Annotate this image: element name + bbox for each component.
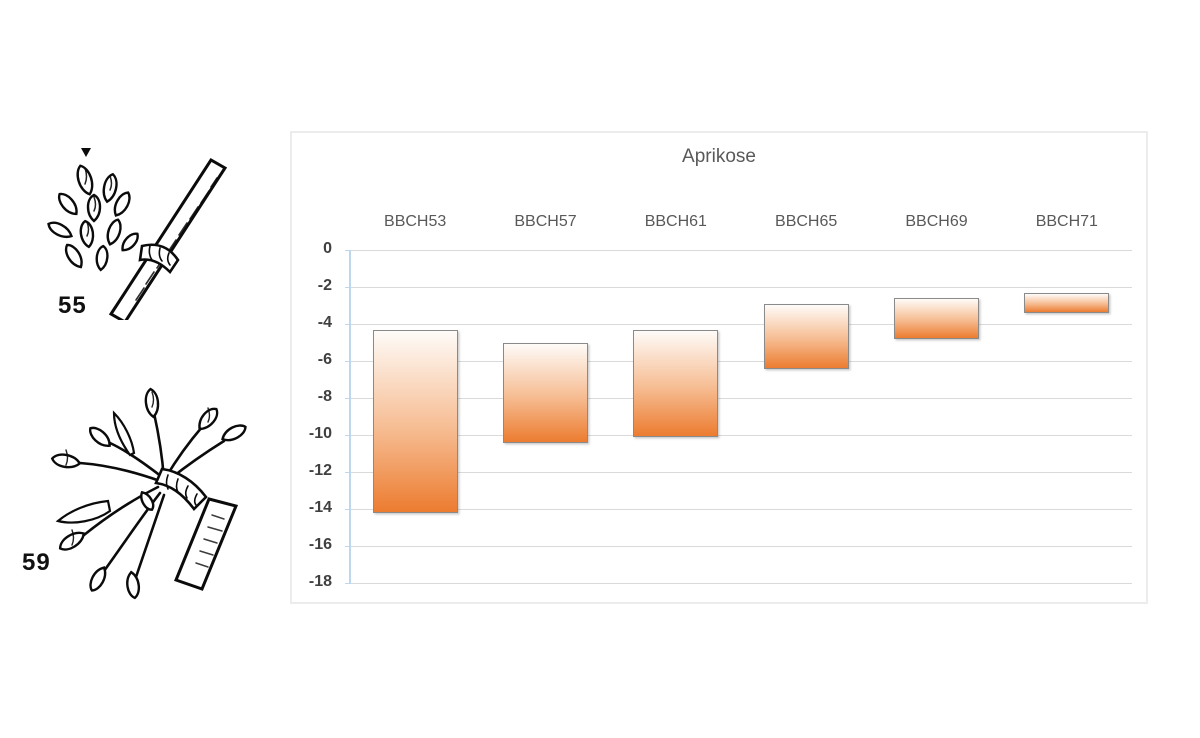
bar-bbch61 bbox=[633, 329, 719, 438]
category-label-bbch53: BBCH53 bbox=[384, 213, 447, 230]
gridline-0 bbox=[350, 249, 1132, 251]
category-label-bbch65: BBCH65 bbox=[775, 213, 838, 230]
figure-label-55: 55 bbox=[58, 292, 87, 319]
gridline--16 bbox=[350, 545, 1132, 547]
bar-bbch69 bbox=[894, 298, 979, 339]
branch-shape bbox=[174, 497, 239, 591]
bud-cluster-55-illustration bbox=[47, 148, 228, 320]
bar-bbch53 bbox=[372, 329, 458, 513]
gridline--10 bbox=[350, 434, 1132, 436]
gridline--4 bbox=[350, 323, 1132, 325]
figure-label-59: 59 bbox=[22, 549, 51, 576]
chart-panel: Aprikose 0 -2 -4 -6 -8 -10 -12 -14 -16 -18 BBCH53 B… bbox=[290, 131, 1148, 604]
y-axis-tick--6 bbox=[345, 360, 350, 362]
bud-cluster-59-illustration bbox=[50, 387, 247, 600]
y-tick-label--12: -12 bbox=[308, 462, 332, 480]
y-tick-label--2: -2 bbox=[317, 277, 332, 295]
y-axis-tick-0 bbox=[345, 249, 350, 251]
y-tick-label--10: -10 bbox=[308, 425, 332, 443]
gridline--18 bbox=[350, 582, 1132, 584]
category-label-bbch71: BBCH71 bbox=[1035, 213, 1098, 230]
y-axis-tick--10 bbox=[345, 434, 350, 436]
y-tick-label--14: -14 bbox=[308, 499, 332, 517]
y-tick-label--8: -8 bbox=[317, 388, 332, 406]
y-axis-line bbox=[349, 250, 351, 585]
y-axis-tick--16 bbox=[345, 545, 350, 547]
gridline--8 bbox=[350, 397, 1132, 399]
bar-bbch71 bbox=[1024, 292, 1110, 313]
y-tick-label--16: -16 bbox=[308, 536, 332, 554]
y-axis-tick--2 bbox=[345, 286, 350, 288]
gridline--14 bbox=[350, 508, 1132, 510]
y-axis-tick--12 bbox=[345, 471, 350, 473]
y-axis-tick--14 bbox=[345, 508, 350, 510]
branch-shape bbox=[108, 157, 228, 320]
category-label-bbch57: BBCH57 bbox=[514, 213, 577, 230]
bud-marker-arrow-icon bbox=[81, 148, 91, 157]
gridline--6 bbox=[350, 360, 1132, 362]
bar-bbch65 bbox=[763, 303, 849, 369]
chart-title: Aprikose bbox=[682, 146, 756, 167]
gridline--2 bbox=[350, 286, 1132, 288]
category-label-bbch69: BBCH69 bbox=[905, 213, 968, 230]
y-axis-tick--4 bbox=[345, 323, 350, 325]
y-axis-tick--8 bbox=[345, 397, 350, 399]
bar-bbch57 bbox=[503, 342, 588, 443]
category-label-bbch61: BBCH61 bbox=[644, 213, 707, 230]
y-tick-label--4: -4 bbox=[317, 314, 332, 332]
y-axis-tick--18 bbox=[345, 582, 350, 584]
y-tick-label--6: -6 bbox=[317, 351, 332, 369]
gridline--12 bbox=[350, 471, 1132, 473]
y-tick-label--18: -18 bbox=[308, 573, 332, 591]
y-tick-label-0: 0 bbox=[323, 240, 332, 257]
